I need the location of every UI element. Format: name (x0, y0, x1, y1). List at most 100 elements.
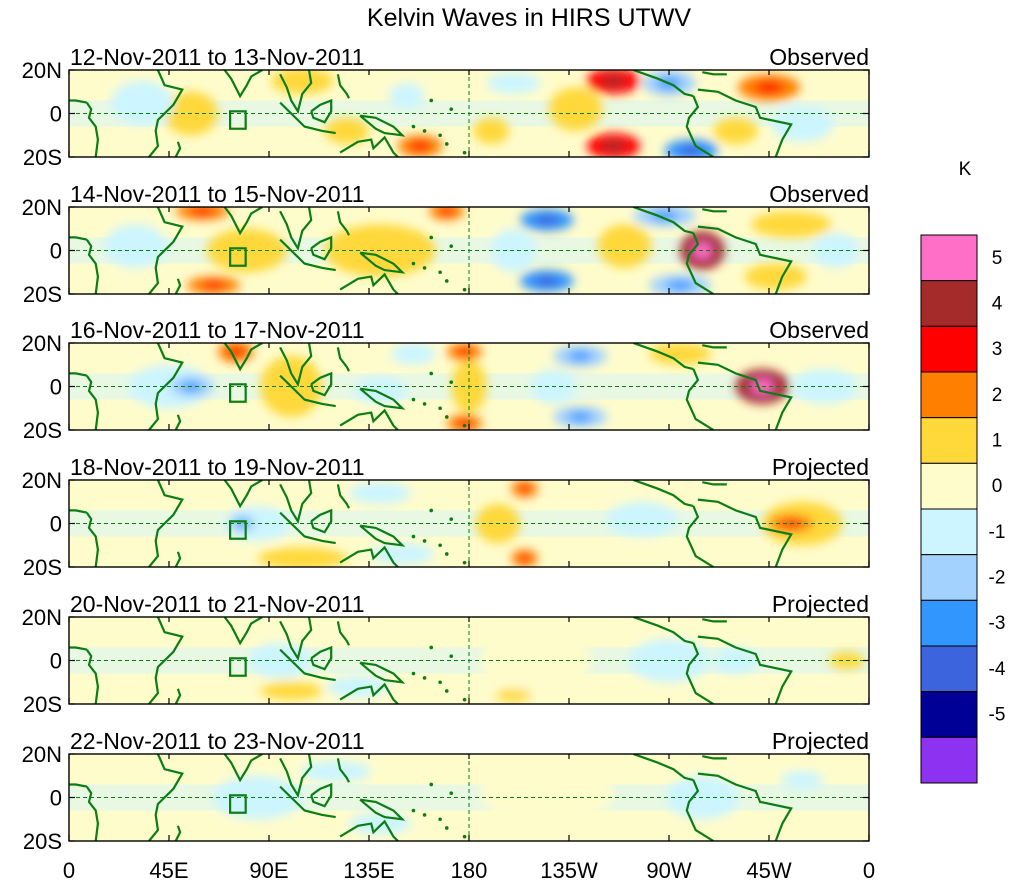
y-tick-label: 20N (22, 58, 62, 83)
philippines-coastline (336, 621, 350, 646)
anomaly-cell (744, 263, 807, 290)
africa-west-coastline (85, 648, 100, 704)
island-dot (438, 543, 442, 548)
africa-coastline (148, 754, 184, 841)
y-tick-label: 20S (23, 555, 62, 580)
panel-1: 20N 0 20S 12-Nov-2011 to 13-Nov-2011 Observe… (22, 44, 870, 170)
island-dot (411, 534, 416, 539)
new-guinea-coastline (359, 524, 406, 547)
island-dot (429, 508, 434, 513)
anomaly-cell (257, 547, 347, 567)
australia-coastline (339, 135, 399, 157)
anomaly-core (755, 81, 783, 94)
south-america-west-coastline (685, 642, 714, 704)
panel-plot-area (69, 207, 869, 294)
gulf-of-guinea-coastline (69, 99, 88, 104)
colorbar-swatch (920, 371, 978, 419)
colorbar-label: -4 (989, 659, 1006, 680)
colorbar-swatch (920, 736, 978, 784)
anomaly-core (410, 141, 431, 152)
south-america-west-coastline (685, 368, 714, 430)
new-guinea-coastline (359, 798, 406, 821)
island-dot (429, 645, 434, 650)
philippines-coastline (336, 74, 350, 99)
india-coastline (223, 754, 263, 783)
island-dot (444, 415, 449, 419)
sumatra-java-coastline (279, 101, 336, 135)
x-tick-label: 0 (863, 858, 875, 883)
island-dot (411, 808, 416, 813)
central-america-coastline (633, 343, 694, 371)
anomaly-cell (597, 224, 652, 268)
caribbean-coastline (702, 755, 727, 760)
y-tick-label: 20S (23, 282, 62, 307)
anomaly-field (111, 70, 834, 157)
borneo-coastline (310, 235, 333, 261)
island-dot (438, 406, 442, 411)
indochina-coastline (279, 480, 313, 525)
india-coastline (223, 343, 263, 372)
y-tick-label: 20S (23, 418, 62, 443)
indian-ocean-box (229, 383, 247, 403)
africa-coastline (148, 480, 184, 567)
south-america-east-coastline (697, 635, 793, 704)
madagascar-coastline (174, 414, 182, 430)
x-tick-label: 45E (149, 858, 188, 883)
anomaly-cell (486, 72, 541, 94)
sumatra-java-coastline (279, 238, 336, 272)
island-dot (449, 517, 454, 521)
x-tick-label: 90W (646, 858, 691, 883)
africa-coastline (148, 70, 184, 157)
island-dot (429, 371, 434, 376)
y-tick-label: 20S (23, 692, 62, 717)
island-dot (422, 813, 427, 817)
anomaly-cell (480, 762, 614, 824)
y-tick-label: 0 (50, 786, 62, 811)
y-tick-label: 0 (50, 239, 62, 264)
anomaly-core (201, 281, 226, 290)
south-america-east-coastline (697, 225, 793, 294)
anomaly-cell (751, 211, 832, 238)
anomaly-cell (793, 369, 856, 404)
colorbar-swatch (920, 462, 978, 510)
caribbean-coastline (702, 71, 727, 76)
colorbar-swatch (920, 417, 978, 464)
india-coastline (223, 480, 263, 509)
indochina-coastline (279, 70, 313, 115)
colorbar-units: K (959, 159, 972, 180)
island-dot (422, 676, 427, 680)
y-tick-label: 20N (22, 468, 62, 493)
anomaly-core (568, 412, 593, 422)
anomaly-core (190, 207, 215, 216)
gulf-of-guinea-coastline (69, 509, 88, 514)
colorbar-swatch (920, 691, 978, 738)
anomaly-cell (629, 638, 709, 683)
india-coastline (223, 617, 263, 646)
panel-date-range: 20-Nov-2011 to 21-Nov-2011 (70, 591, 365, 617)
sumatra-java-coastline (279, 785, 336, 819)
island-dot (449, 654, 454, 658)
colorbar-label: -3 (989, 613, 1006, 634)
anomaly-core (650, 210, 679, 221)
island-dot (449, 244, 454, 248)
madagascar-coastline (174, 688, 182, 704)
madagascar-coastline (174, 141, 182, 157)
anomaly-cell (713, 117, 758, 144)
y-tick-label: 20N (22, 195, 62, 220)
island-dot (429, 235, 434, 240)
island-dot (462, 834, 467, 839)
colorbar-swatch (920, 508, 978, 556)
colorbar-swatch (920, 554, 978, 601)
anomaly-field (226, 480, 843, 567)
anomaly-cell (389, 83, 425, 110)
australia-coastline (339, 819, 399, 841)
south-america-east-coastline (697, 361, 793, 430)
island-dot (438, 680, 442, 685)
panel-date-range: 18-Nov-2011 to 19-Nov-2011 (70, 454, 365, 480)
panel-kind: Projected (772, 728, 869, 754)
colorbar-label: 4 (992, 294, 1003, 315)
australia-coastline (339, 545, 399, 567)
indochina-coastline (279, 617, 313, 662)
